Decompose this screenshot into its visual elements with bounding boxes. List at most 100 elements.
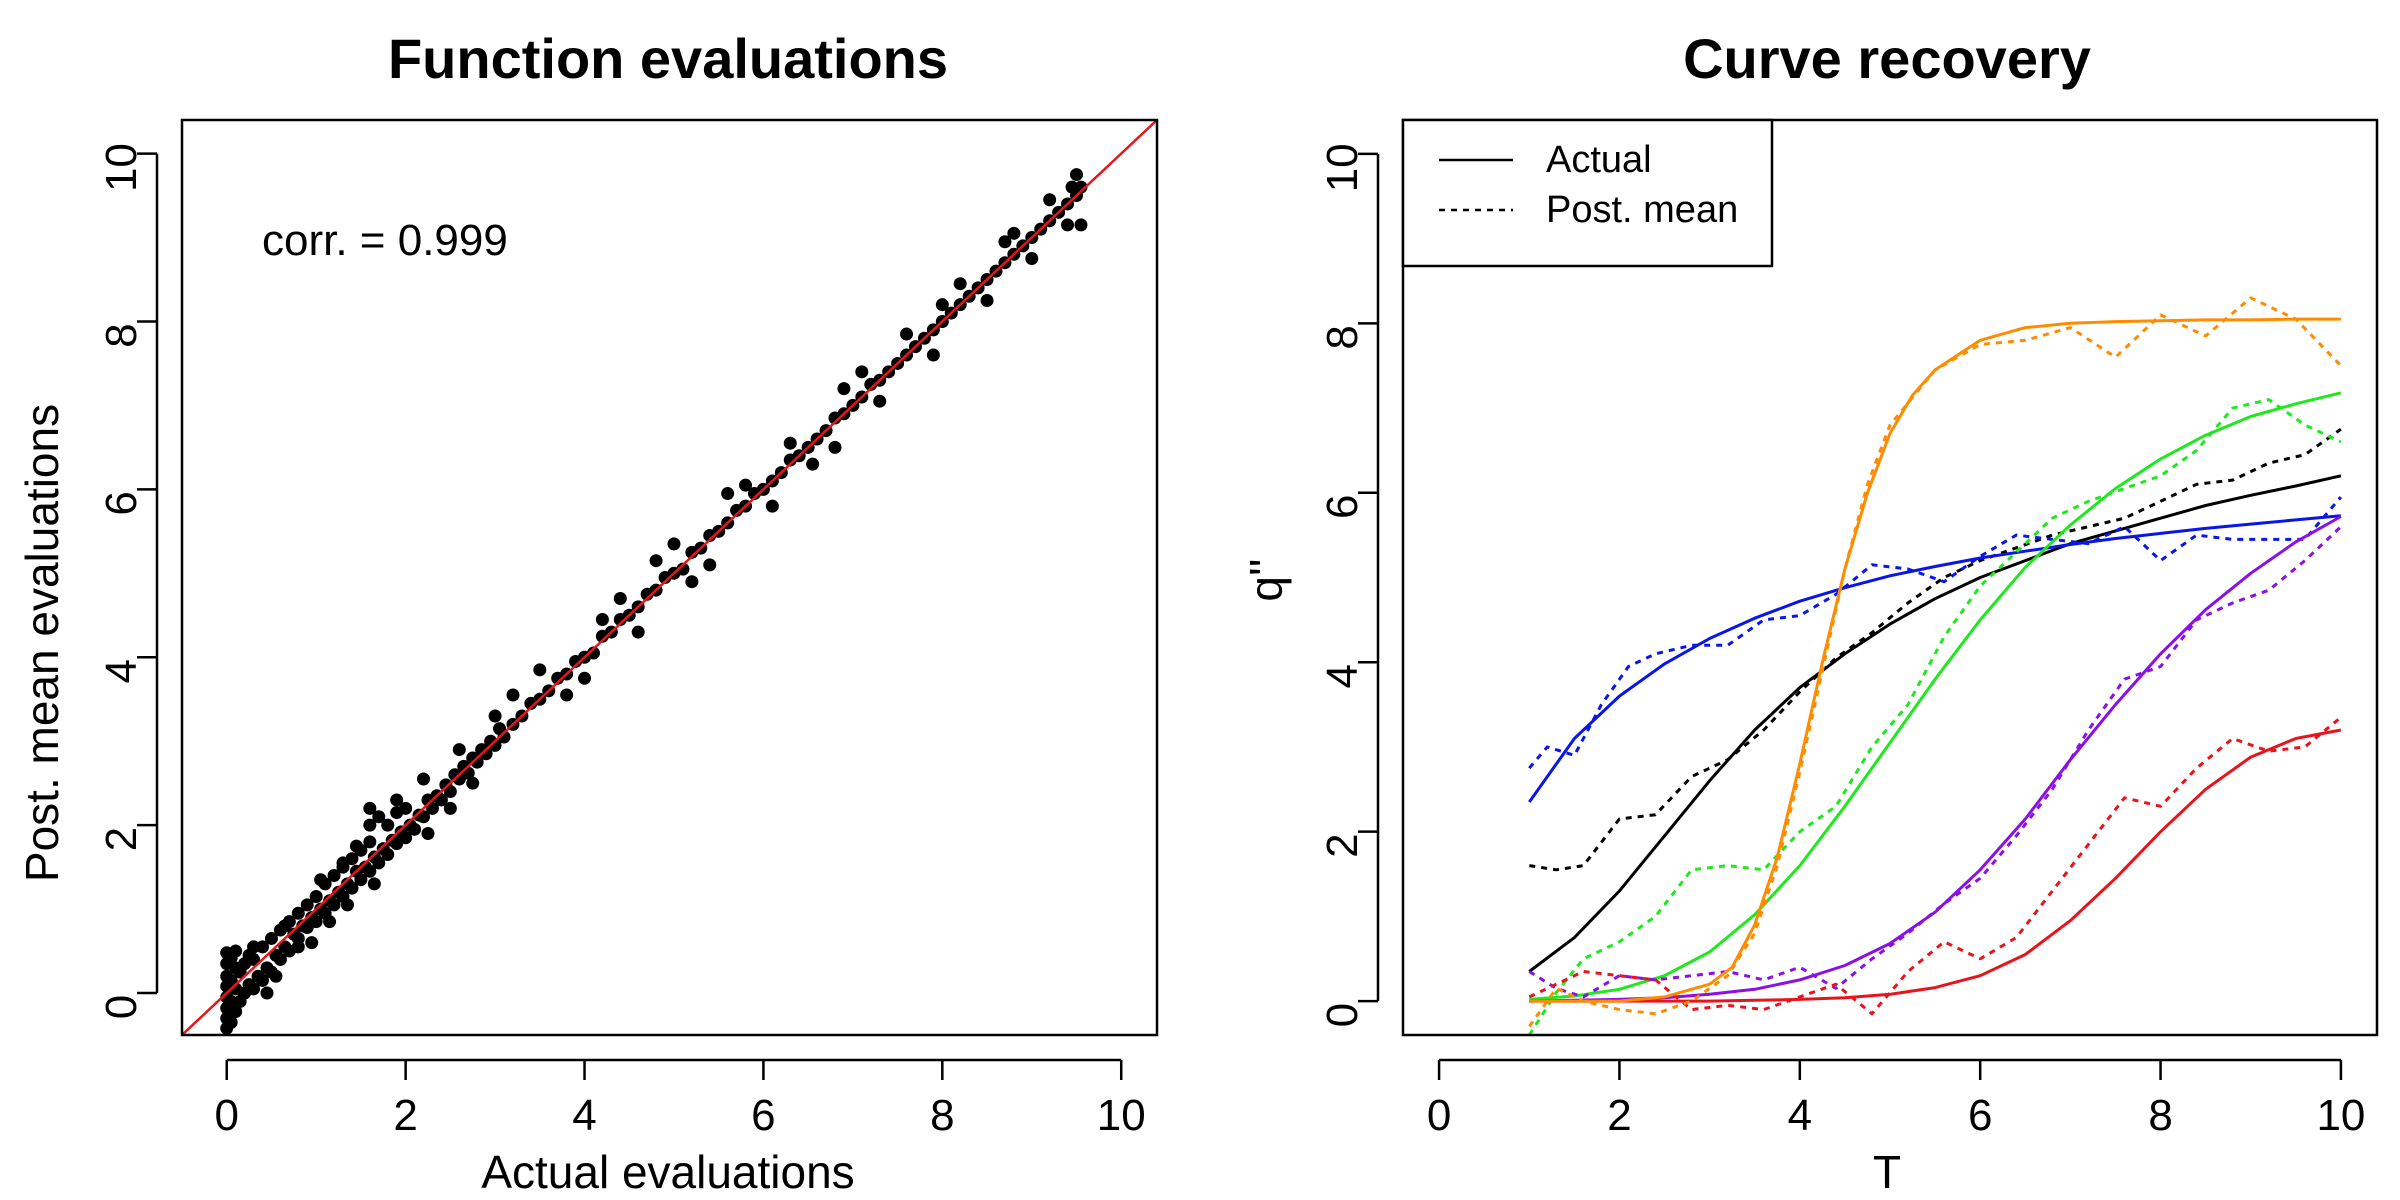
data-point (421, 827, 435, 841)
data-point (676, 562, 690, 576)
data-point (479, 747, 493, 761)
x-tick-label: 0 (1427, 1091, 1451, 1140)
data-point (300, 898, 314, 912)
data-point (390, 806, 404, 820)
data-point (345, 881, 359, 895)
x-tick-label: 10 (2316, 1091, 2365, 1140)
data-point (314, 873, 328, 887)
data-point (363, 818, 377, 832)
data-point (506, 688, 520, 702)
x-axis-label: T (1873, 1146, 1901, 1198)
data-point (586, 646, 600, 660)
data-point (1074, 218, 1088, 232)
x-tick-label: 2 (393, 1091, 417, 1140)
data-point (613, 591, 627, 605)
data-point (372, 810, 386, 824)
data-point (560, 688, 574, 702)
y-tick-label: 6 (97, 491, 146, 515)
y-tick-label: 8 (97, 323, 146, 347)
y-tick-label: 0 (97, 995, 146, 1019)
chart-title: Function evaluations (388, 27, 948, 90)
y-axis-label: q'' (1240, 558, 1292, 601)
y-tick-label: 8 (1318, 325, 1367, 349)
data-point (367, 877, 381, 891)
reference-line (182, 120, 1157, 1035)
data-point (1074, 180, 1088, 194)
data-point (372, 856, 386, 870)
data-point (224, 1015, 238, 1029)
data-point (417, 772, 431, 786)
plot-frame (1401, 118, 2379, 1037)
data-point (354, 873, 368, 887)
y-axis-label: Post. mean evaluations (16, 404, 68, 882)
data-point (998, 235, 1012, 249)
actual-curve (1529, 317, 2341, 1003)
data-point (443, 801, 457, 815)
y-tick-label: 0 (1318, 1003, 1367, 1027)
data-point (488, 709, 502, 723)
y-tick-label: 6 (1318, 495, 1367, 519)
y-axis: 0 2 4 6 8 10 (97, 143, 159, 1019)
data-point (765, 499, 779, 513)
data-point (425, 801, 439, 815)
data-point (578, 671, 592, 685)
data-point (649, 554, 663, 568)
x-tick-label: 8 (2148, 1091, 2172, 1140)
data-point (247, 982, 261, 996)
data-point (783, 436, 797, 450)
data-point (1043, 193, 1057, 207)
y-tick-label: 4 (1318, 664, 1367, 688)
data-point (417, 810, 431, 824)
data-point (309, 889, 323, 903)
legend-label: Actual (1546, 139, 1652, 181)
panel-curve-recovery: Curve recovery T q'' 0 2 4 6 8 10 0 2 4 6 8 10 Actua… (1240, 27, 2379, 1198)
data-point (381, 848, 395, 862)
actual-curve (1529, 728, 2342, 1003)
data-point (408, 822, 422, 836)
data-point (327, 869, 341, 883)
data-point (264, 931, 278, 945)
panel-function-evaluations: Function evaluations corr. = 0.999 Actua… (16, 27, 1159, 1198)
data-point (309, 915, 323, 929)
correlation-annotation: corr. = 0.999 (262, 216, 508, 265)
data-point (497, 730, 511, 744)
data-point (1025, 252, 1039, 266)
data-point (278, 919, 292, 933)
x-axis: 0 2 4 6 8 10 (214, 1058, 1146, 1140)
data-point (488, 738, 502, 752)
data-point (443, 785, 457, 799)
data-point (470, 755, 484, 769)
posterior-mean-curve (1528, 496, 2343, 770)
y-tick-label: 10 (1318, 143, 1367, 192)
data-point (363, 801, 377, 815)
x-tick-label: 4 (572, 1091, 596, 1140)
data-point (926, 348, 940, 362)
data-point (837, 382, 851, 396)
posterior-mean-curve (1528, 398, 2342, 1035)
data-point (349, 839, 363, 853)
scatter-points (220, 168, 1088, 1035)
data-point (667, 537, 681, 551)
legend-label: Post. mean (1546, 189, 1738, 231)
data-point (1065, 180, 1079, 194)
posterior-mean-curve (1528, 716, 2342, 1016)
y-axis: 0 2 4 6 8 10 (1318, 143, 1380, 1027)
data-point (1061, 218, 1075, 232)
data-point (340, 898, 354, 912)
actual-curve (1529, 515, 2342, 1003)
data-point (1007, 226, 1021, 240)
data-point (229, 1004, 243, 1018)
data-point (229, 944, 243, 958)
y-tick-label: 2 (1318, 833, 1367, 857)
data-point (390, 793, 404, 807)
x-tick-label: 8 (930, 1091, 954, 1140)
posterior-mean-curve (1529, 427, 2342, 872)
data-point (466, 776, 480, 790)
data-point (900, 327, 914, 341)
data-point (631, 625, 645, 639)
data-point (363, 864, 377, 878)
data-point (703, 558, 717, 572)
chart-title: Curve recovery (1683, 27, 2091, 90)
series-lines (1528, 296, 2343, 1035)
